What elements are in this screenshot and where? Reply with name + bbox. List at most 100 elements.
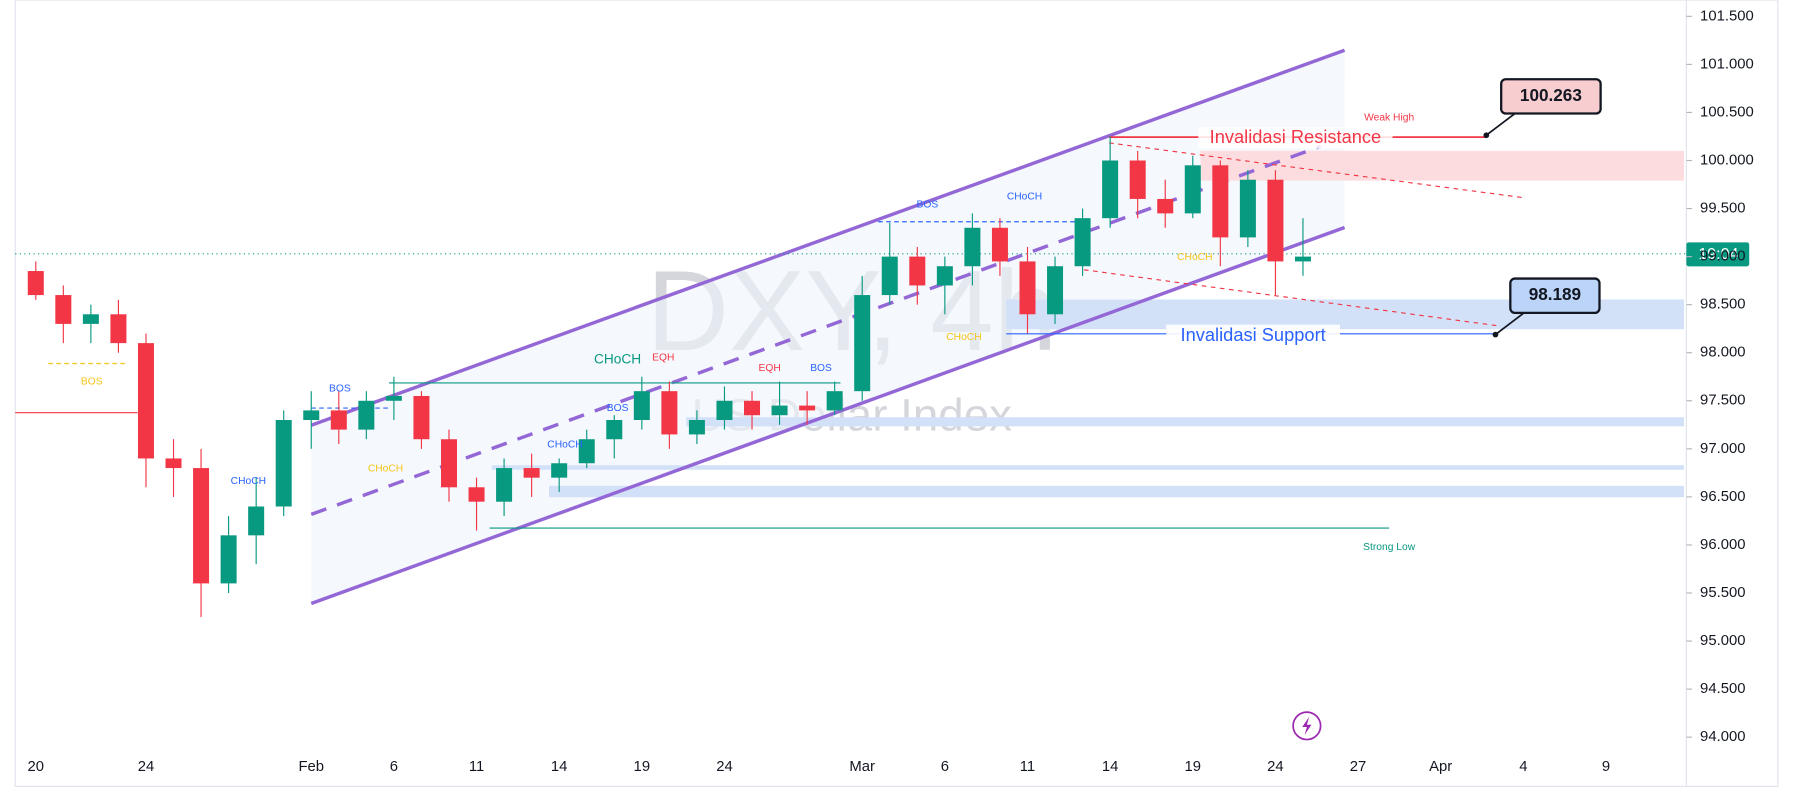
candle-body (27, 271, 44, 296)
candle-body (413, 395, 430, 440)
candle-body (991, 227, 1008, 262)
candle-body (358, 400, 375, 430)
annotation: CHoCH (368, 463, 403, 474)
candle-body (496, 468, 513, 502)
candle-body (1047, 266, 1064, 315)
candle-body (110, 314, 127, 344)
x-tick-label: Feb (298, 759, 324, 775)
resistance-zone (1200, 150, 1685, 181)
candle-body (193, 468, 210, 584)
x-tick-label: 27 (1350, 759, 1367, 775)
candle-body (826, 391, 843, 411)
x-tick-label: Apr (1429, 759, 1452, 775)
candle-body (440, 439, 457, 488)
candle-body (854, 295, 871, 392)
annotation: CHoCH (547, 439, 582, 450)
candle-body (1129, 160, 1146, 199)
annotations: BOS CHoCH BOS CHoCH CHoCH BOS CHoCH EQH … (81, 112, 1416, 553)
x-tick-label: 19 (1185, 759, 1202, 775)
zone (491, 465, 1685, 470)
channel-mid (310, 144, 1322, 516)
alert-icon-bolt (1302, 716, 1312, 735)
label-bg (1166, 324, 1341, 347)
candle-body (1212, 165, 1229, 238)
trend-line (1109, 142, 1525, 199)
annotation: CHoCH (1007, 191, 1042, 202)
candle-body (661, 391, 678, 435)
x-tick-label: 14 (551, 759, 568, 775)
y-tick-label: 94.500 (1700, 681, 1745, 697)
y-tick-label: 100.000 (1700, 152, 1754, 168)
annotation: BOS (917, 199, 939, 210)
callout-dot (1492, 331, 1499, 338)
y-tick-label: 94.000 (1700, 729, 1745, 745)
countdown-label: 19:04 (1698, 246, 1738, 263)
candle-body (551, 463, 568, 478)
y-tick-label: 97.000 (1700, 441, 1745, 457)
annotation: CHoCH (1177, 252, 1212, 263)
callout-dot (1483, 132, 1490, 139)
candle-body (771, 405, 788, 416)
candle-body (633, 391, 650, 421)
annotation: BOS (329, 383, 351, 394)
trend-line (1083, 269, 1498, 327)
y-tick-label: 96.500 (1700, 489, 1745, 505)
y-tick-label: 101.000 (1700, 56, 1754, 72)
candle-body (688, 420, 705, 435)
y-tick-label: 97.500 (1700, 393, 1745, 409)
candle-body (606, 420, 623, 440)
callout-label: 100.263 (1520, 85, 1582, 105)
candle-body (1184, 165, 1201, 214)
label-bg (1198, 126, 1393, 149)
y-tick-label: 99.500 (1700, 200, 1745, 216)
candle-body (1267, 179, 1284, 262)
y-tick-label: 95.500 (1700, 585, 1745, 601)
callout-label: 98.189 (1529, 284, 1581, 304)
annotation: EQH (758, 363, 780, 374)
candle-body (303, 410, 320, 421)
candle-body (1239, 179, 1256, 238)
channel-upper (310, 48, 1346, 427)
x-tick-label: 4 (1519, 759, 1527, 775)
y-tick-label: 98.500 (1700, 297, 1745, 313)
candle-body (137, 343, 154, 459)
candle-body (1102, 160, 1119, 219)
candle-body (165, 458, 182, 469)
annotation: CHoCH (946, 332, 981, 343)
y-tick-label: 96.000 (1700, 537, 1745, 553)
y-tick-label: 100.500 (1700, 104, 1754, 120)
x-tick-label: 24 (716, 759, 733, 775)
candle-body (1074, 218, 1091, 267)
y-tick-label: 99.000 (1700, 249, 1745, 265)
callout-box (1509, 277, 1601, 314)
candle-body (330, 410, 347, 430)
callouts: 100.263 98.189 (1483, 78, 1602, 338)
annotation: Invalidasi Support (1181, 324, 1326, 345)
candle-body (1019, 261, 1036, 315)
y-tick-label: 101.500 (1700, 8, 1754, 24)
candle-body (55, 295, 72, 324)
annotation: BOS (81, 377, 103, 388)
y-tick-label: 98.000 (1700, 345, 1745, 361)
zone (686, 417, 1685, 427)
x-tick-label: 6 (390, 759, 398, 775)
annotation: Weak High (1364, 112, 1414, 123)
candle-body (1294, 256, 1311, 262)
candle-body (744, 400, 761, 416)
x-tick-label: 11 (1020, 759, 1035, 775)
candle-body (578, 439, 595, 464)
candle-body (799, 405, 816, 411)
x-tick-label: 11 (469, 759, 484, 775)
candle-body (82, 314, 99, 324)
annotation: BOS (810, 363, 832, 374)
y-tick-label: 95.000 (1700, 633, 1745, 649)
annotation: Strong Low (1363, 542, 1416, 553)
callout-pointer (1494, 312, 1525, 336)
candle-body (964, 227, 981, 267)
candle-body (909, 256, 926, 286)
annotation: CHoCH (231, 476, 266, 487)
channel-lower (310, 225, 1346, 606)
annotation: BOS (607, 403, 629, 414)
